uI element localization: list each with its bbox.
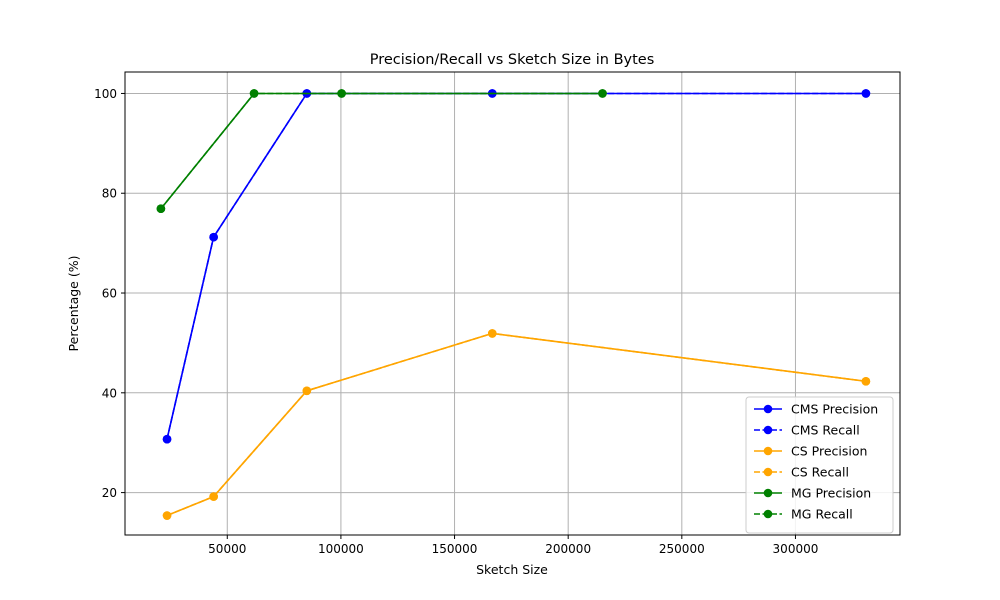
data-point-mg-recall	[337, 89, 346, 98]
legend-item: CMS Recall	[754, 423, 860, 438]
data-point-cs-recall	[861, 377, 871, 386]
legend-label: CMS Precision	[791, 402, 878, 417]
series-line-mg-recall	[160, 92, 603, 210]
y-tick-label: 60	[102, 287, 117, 301]
legend-marker	[763, 425, 773, 435]
legend-label: MG Precision	[791, 486, 871, 501]
y-axis-ticks: 20 40 60 80 100	[94, 87, 125, 500]
legend-box	[745, 396, 894, 534]
x-tick-label: 100000	[318, 542, 364, 556]
legend-label: CS Recall	[791, 465, 849, 480]
y-tick-label: 80	[102, 187, 117, 201]
series-mg-recall	[156, 89, 607, 214]
x-axis-label: Sketch Size	[476, 562, 548, 577]
x-tick-label: 50000	[208, 542, 246, 556]
legend-label: CS Precision	[791, 444, 867, 459]
series-line-cms-recall	[166, 92, 866, 440]
legend-label: MG Recall	[791, 507, 853, 522]
data-point-cms-recall	[861, 89, 871, 98]
legend-item: CS Recall	[754, 465, 849, 480]
y-tick-label: 100	[94, 87, 117, 101]
chart-title: Precision/Recall vs Sketch Size in Bytes	[370, 52, 655, 68]
series-cms-precision	[162, 89, 871, 444]
legend-item: CS Precision	[754, 444, 867, 459]
legend-marker	[763, 404, 773, 414]
x-tick-label: 150000	[432, 542, 478, 556]
legend-marker	[763, 509, 773, 519]
data-point-mg-recall	[598, 89, 607, 98]
y-axis-label: Percentage (%)	[66, 256, 81, 352]
legend-marker	[763, 488, 773, 498]
data-point-cs-recall	[209, 492, 218, 501]
data-point-cs-recall	[162, 511, 172, 520]
legend-item: CMS Precision	[754, 402, 878, 417]
series-mg-precision	[156, 89, 607, 214]
x-tick-label: 300000	[773, 542, 819, 556]
data-point-cms-recall	[209, 232, 218, 242]
legend-marker	[763, 467, 773, 477]
data-point-mg-recall	[249, 89, 259, 98]
legend-item: MG Precision	[754, 486, 871, 501]
x-axis-ticks: 50000 100000 150000 200000 250000 300000	[208, 535, 818, 556]
data-point-cs-recall	[487, 329, 497, 338]
data-point-cms-recall	[162, 434, 172, 444]
legend: CMS Precision CMS Recall CS Precision CS Re…	[745, 396, 894, 534]
series-layer	[156, 89, 871, 520]
data-point-mg-recall	[156, 204, 166, 214]
series-cs-recall	[162, 329, 871, 520]
series-cms-recall	[162, 89, 871, 444]
x-tick-label: 250000	[659, 542, 705, 556]
series-line-cms-precision	[166, 92, 866, 440]
y-tick-label: 20	[102, 486, 117, 500]
data-point-cs-recall	[302, 386, 312, 396]
y-tick-label: 40	[102, 386, 117, 400]
legend-marker	[763, 446, 773, 456]
x-tick-label: 200000	[545, 542, 591, 556]
plot-frame	[124, 71, 901, 536]
legend-item: MG Recall	[754, 507, 853, 522]
legend-label: CMS Recall	[791, 423, 860, 438]
